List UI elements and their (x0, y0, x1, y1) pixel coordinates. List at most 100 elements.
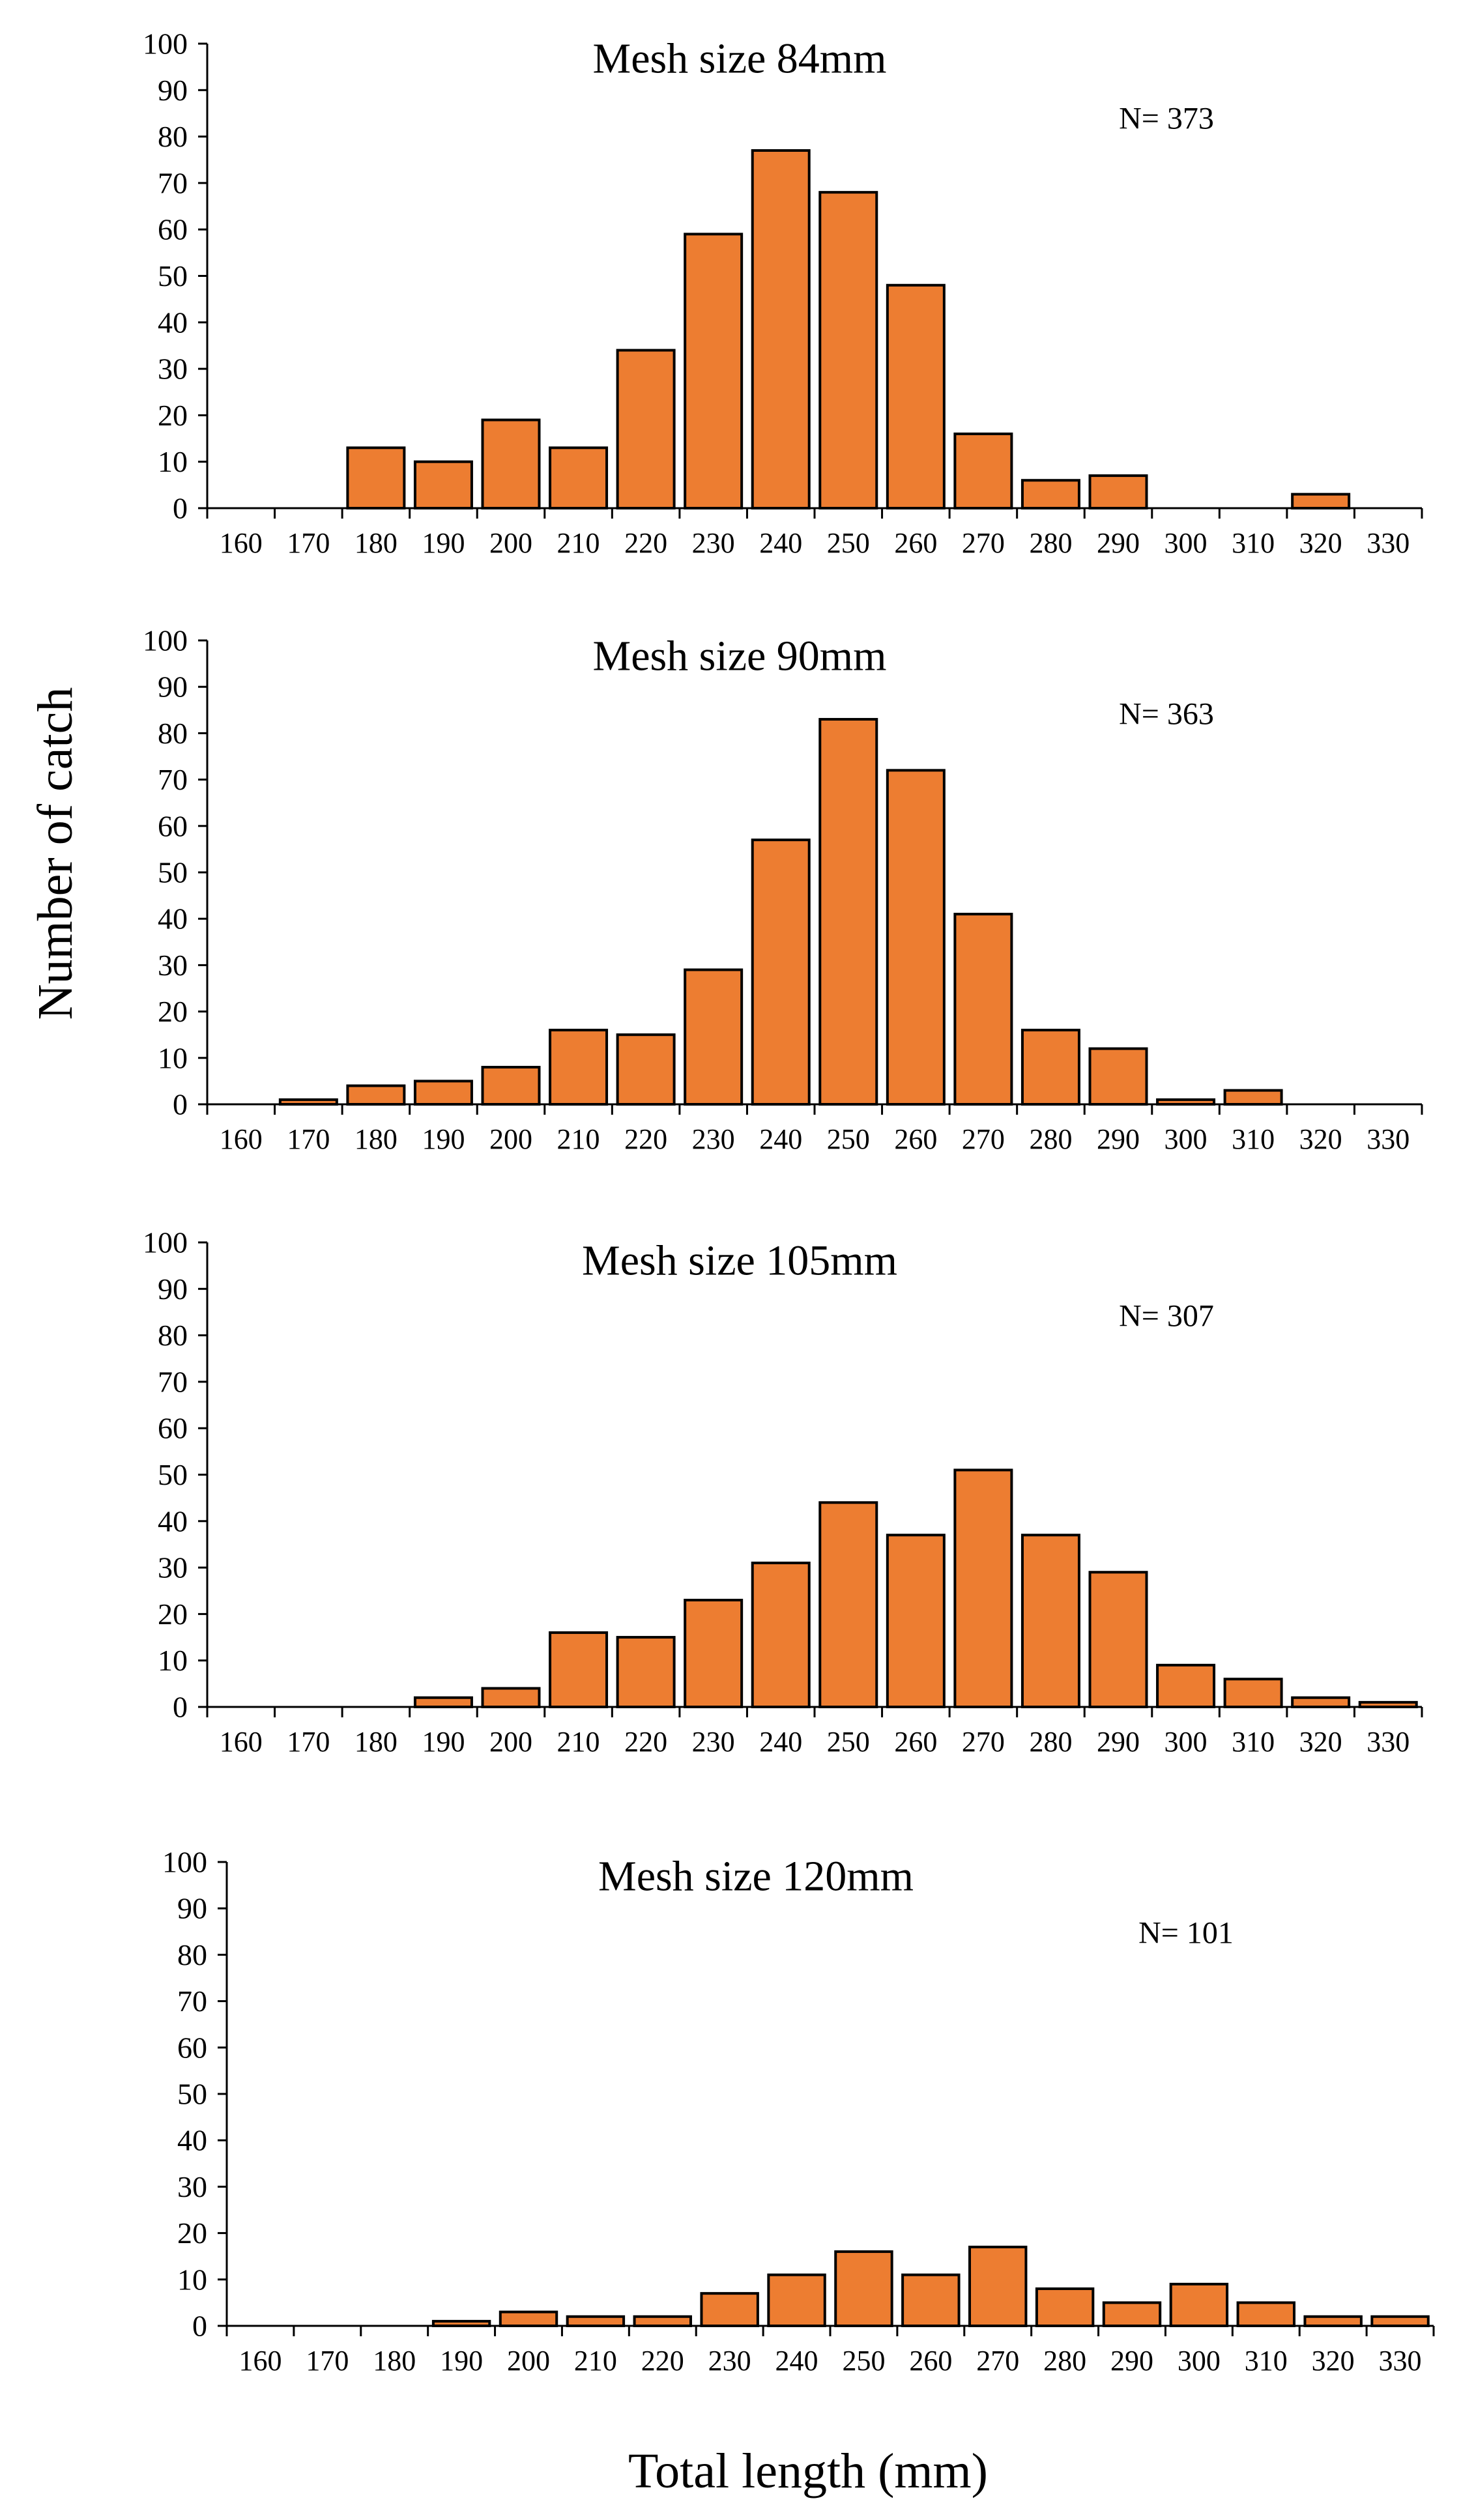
x-tick-label: 180 (373, 2345, 416, 2377)
bar-230 (684, 1599, 744, 1709)
bar-230 (684, 233, 744, 509)
x-tick-label: 160 (220, 1726, 263, 1758)
chart-title: Mesh size 105mm (582, 1237, 897, 1285)
x-tick-label: 330 (1367, 1123, 1410, 1155)
x-tick-label: 270 (962, 1726, 1005, 1758)
bar-240 (751, 838, 811, 1106)
bar-200 (481, 1687, 541, 1708)
chart-panel-1: Mesh size 84mm N= 373 0 10 20 30 40 50 60 70 80 90 1… (143, 27, 1423, 559)
y-tick-label: 10 (158, 1041, 188, 1074)
y-tick-label: 50 (177, 2078, 207, 2111)
x-tick-label: 290 (1097, 1726, 1140, 1758)
x-tick-label: 170 (287, 527, 330, 559)
bar-250 (834, 2250, 893, 2328)
x-tick-label: 310 (1232, 1123, 1275, 1155)
y-tick-label: 100 (143, 27, 188, 61)
x-tick-label: 160 (220, 527, 263, 559)
x-tick-label: 290 (1110, 2345, 1153, 2377)
x-tick-label: 250 (827, 527, 870, 559)
bar-190 (413, 1080, 473, 1106)
x-tick-label: 310 (1245, 2345, 1288, 2377)
y-tick-label: 60 (158, 809, 188, 842)
bar-210 (549, 1631, 609, 1708)
bar-290 (1088, 474, 1148, 510)
x-tick-label: 170 (306, 2345, 349, 2377)
y-tick-label: 60 (158, 213, 188, 246)
x-tick-label: 190 (422, 1123, 465, 1155)
x-tick-label: 280 (1029, 527, 1072, 559)
bar-320 (1291, 1696, 1351, 1708)
bar-300 (1169, 2282, 1229, 2327)
y-tick-label: 30 (158, 949, 188, 982)
bar-210 (549, 1029, 609, 1106)
y-tick-label: 0 (173, 492, 188, 525)
y-tick-label: 80 (158, 1319, 188, 1352)
y-tick-label: 80 (177, 1938, 207, 1971)
y-tick-label: 20 (177, 2216, 207, 2250)
bar-290 (1088, 1571, 1148, 1708)
bar-230 (700, 2292, 759, 2327)
y-tick-label: 90 (158, 670, 188, 704)
bar-270 (968, 2245, 1028, 2327)
x-tick-label: 280 (1029, 1726, 1072, 1758)
bar-270 (953, 1468, 1013, 1709)
x-tick-label: 270 (976, 2345, 1019, 2377)
x-tick-label: 210 (557, 1726, 600, 1758)
bar-190 (413, 460, 473, 510)
x-tick-label: 170 (287, 1123, 330, 1155)
x-tick-label: 230 (692, 527, 735, 559)
x-tick-label: 160 (220, 1123, 263, 1155)
bar-280 (1020, 479, 1080, 509)
x-tick-label: 300 (1164, 1726, 1208, 1758)
bar-240 (751, 1561, 811, 1708)
y-tick-label: 60 (158, 1412, 188, 1445)
x-tick-label: 290 (1097, 1123, 1140, 1155)
x-tick-label: 180 (354, 1726, 398, 1758)
y-tick-label: 40 (177, 2124, 207, 2157)
bar-230 (684, 968, 744, 1106)
x-tick-label: 230 (692, 1726, 735, 1758)
y-tick-label: 30 (158, 352, 188, 386)
x-tick-label: 170 (287, 1726, 330, 1758)
bar-260 (886, 1534, 946, 1708)
x-tick-label: 230 (692, 1123, 735, 1155)
bar-330 (1370, 2315, 1430, 2328)
x-tick-label: 280 (1043, 2345, 1086, 2377)
y-tick-label: 70 (158, 763, 188, 796)
y-tick-label: 20 (158, 1597, 188, 1631)
y-tick-label: 50 (158, 259, 188, 293)
y-tick-label: 10 (158, 1644, 188, 1677)
x-tick-label: 190 (422, 527, 465, 559)
y-tick-label: 20 (158, 399, 188, 432)
bar-210 (549, 446, 609, 509)
y-tick-label: 70 (158, 1365, 188, 1398)
bar-250 (818, 718, 878, 1106)
bar-310 (1236, 2301, 1295, 2327)
x-tick-label: 200 (507, 2345, 550, 2377)
x-tick-label: 220 (624, 1726, 667, 1758)
x-tick-label: 260 (909, 2345, 952, 2377)
y-tick-label: 40 (158, 306, 188, 339)
bar-180 (346, 1084, 406, 1106)
y-axis-label: Number of catch (28, 687, 83, 1020)
x-tick-label: 320 (1299, 1726, 1342, 1758)
x-tick-label: 180 (354, 527, 398, 559)
x-tick-label: 310 (1232, 1726, 1275, 1758)
bar-310 (1223, 1678, 1283, 1708)
y-tick-label: 80 (158, 120, 188, 153)
x-tick-label: 220 (641, 2345, 684, 2377)
bar-250 (818, 1501, 878, 1709)
bar-320 (1303, 2315, 1363, 2328)
sample-size-label: N= 363 (1119, 697, 1214, 732)
x-tick-label: 260 (894, 527, 937, 559)
x-tick-label: 320 (1299, 1123, 1342, 1155)
chart-title: Mesh size 84mm (593, 35, 887, 83)
bar-200 (481, 1066, 541, 1106)
x-tick-label: 330 (1367, 1726, 1410, 1758)
x-tick-label: 240 (759, 1123, 802, 1155)
x-tick-label: 230 (708, 2345, 751, 2377)
y-tick-label: 60 (177, 2031, 207, 2064)
x-tick-label: 300 (1164, 1123, 1208, 1155)
x-tick-label: 200 (489, 1726, 532, 1758)
bar-240 (767, 2273, 826, 2327)
